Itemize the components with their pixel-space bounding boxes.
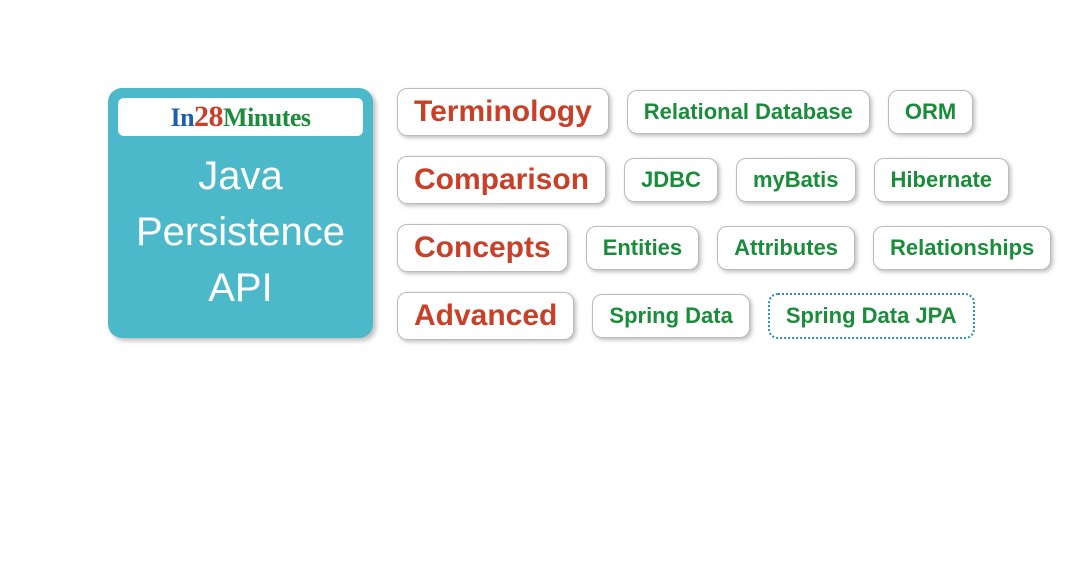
item-pill: JDBC (624, 158, 718, 202)
logo: In28Minutes (118, 98, 363, 136)
item-pill: myBatis (736, 158, 856, 202)
item-pill: Relational Database (627, 90, 870, 134)
topic-row: Advanced Spring Data Spring Data JPA (397, 292, 1051, 340)
logo-part-minutes: Minutes (223, 103, 311, 132)
title-line-1: Java (118, 148, 363, 204)
diagram-container: In28Minutes Java Persistence API Termino… (0, 0, 1067, 340)
item-pill: Entities (586, 226, 699, 270)
title-card: In28Minutes Java Persistence API (108, 88, 373, 338)
topic-row: Comparison JDBC myBatis Hibernate (397, 156, 1051, 204)
topic-row: Terminology Relational Database ORM (397, 88, 1051, 136)
category-pill: Terminology (397, 88, 609, 136)
item-pill: Spring Data (592, 294, 749, 338)
item-pill: Spring Data JPA (768, 293, 975, 339)
item-pill: ORM (888, 90, 973, 134)
category-pill: Concepts (397, 224, 568, 272)
logo-part-in: In (170, 103, 194, 132)
topic-rows: Terminology Relational Database ORM Compari… (397, 88, 1051, 340)
category-pill: Comparison (397, 156, 606, 204)
title-text: Java Persistence API (118, 148, 363, 316)
title-line-3: API (118, 260, 363, 316)
topic-row: Concepts Entities Attributes Relationships (397, 224, 1051, 272)
logo-part-28: 28 (194, 100, 223, 133)
item-pill: Hibernate (874, 158, 1009, 202)
category-pill: Advanced (397, 292, 574, 340)
item-pill: Attributes (717, 226, 855, 270)
title-line-2: Persistence (118, 204, 363, 260)
item-pill: Relationships (873, 226, 1051, 270)
